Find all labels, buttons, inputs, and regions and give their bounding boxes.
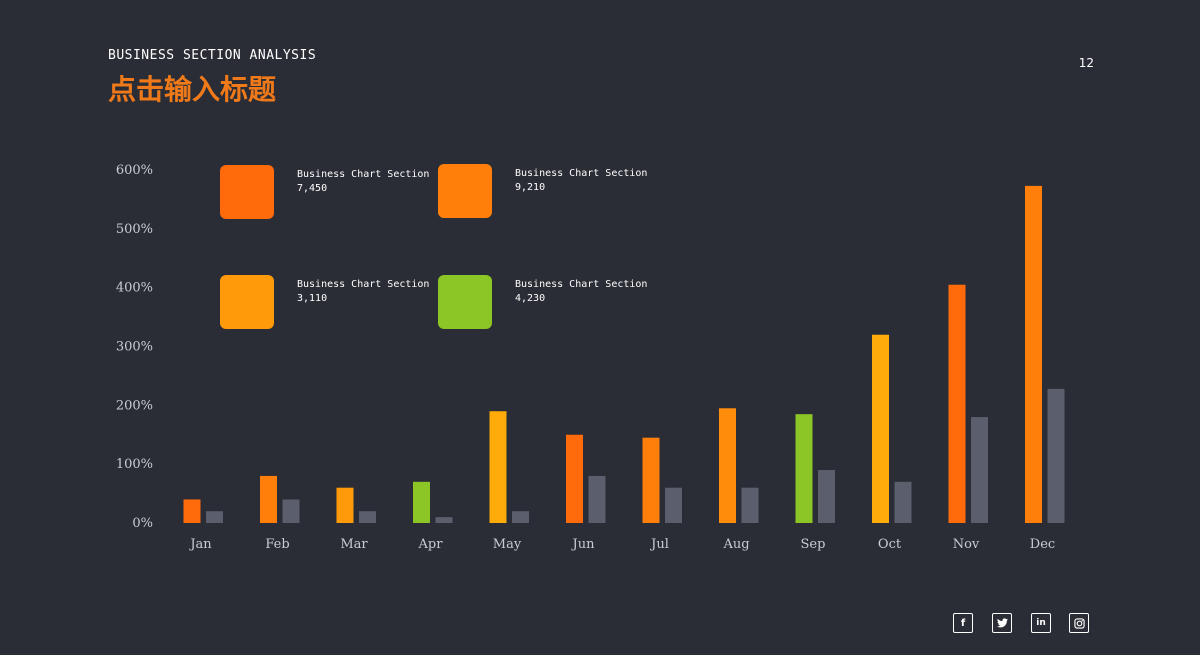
x-tick-label: Mar [340, 537, 368, 552]
bar-secondary-apr [435, 517, 453, 523]
legend-label-3: Business Chart Section [297, 279, 430, 290]
legend-swatch-1 [220, 165, 274, 219]
bar-secondary-aug [741, 487, 759, 523]
x-tick-label: Nov [953, 537, 980, 552]
bar-primary-aug [719, 408, 736, 523]
bar-secondary-nov [971, 417, 988, 523]
x-tick-label: Oct [878, 537, 902, 552]
y-tick-label: 300% [116, 340, 153, 355]
legend-swatch-2 [438, 164, 492, 218]
y-tick-label: 600% [116, 163, 153, 178]
bar-secondary-feb [282, 499, 300, 523]
bar-primary-dec [1025, 185, 1042, 523]
page-title: 点击输入标题 [108, 73, 277, 106]
bar-primary-jan [183, 499, 201, 523]
linkedin-icon[interactable]: in [1031, 613, 1051, 633]
bar-primary-feb [260, 475, 277, 523]
bar-secondary-dec [1047, 388, 1065, 523]
x-axis: Jan Feb Mar Apr May Jun Jul Aug Sep Oct Nov Dec [188, 537, 1055, 552]
bar-primary-jul [642, 437, 660, 523]
legend-label-1: Business Chart Section [297, 169, 430, 180]
x-tick-label: Aug [722, 537, 749, 552]
legend-item-1: Business Chart Section 7,450 [220, 165, 460, 225]
bar-secondary-oct [894, 481, 912, 523]
x-tick-label: Jan [188, 537, 212, 552]
x-tick-label: Feb [265, 537, 289, 552]
bar-primary-sep [795, 414, 813, 523]
bars-group [183, 185, 1065, 523]
bar-secondary-sep [818, 470, 835, 523]
bar-primary-apr [413, 481, 430, 523]
legend-label-4: Business Chart Section [515, 279, 648, 290]
section-subtitle: BUSINESS SECTION ANALYSIS [108, 48, 317, 63]
instagram-icon[interactable]: ig [1069, 613, 1089, 633]
x-tick-label: Jun [571, 537, 596, 552]
legend-value-2: 9,210 [515, 182, 546, 193]
legend-swatch-4 [438, 275, 492, 329]
legend-item-4: Business Chart Section 4,230 [438, 275, 678, 335]
x-tick-label: Jul [649, 537, 669, 552]
bar-secondary-may [512, 511, 529, 523]
y-axis: 0% 100% 200% 300% 400% 500% 600% [116, 163, 153, 531]
y-tick-label: 400% [116, 281, 153, 296]
bar-primary-jun [566, 434, 583, 523]
facebook-icon[interactable]: f [953, 613, 973, 633]
x-tick-label: Apr [418, 537, 444, 552]
legend-value-4: 4,230 [515, 293, 546, 304]
facebook-glyph: f [960, 617, 966, 629]
linkedin-glyph: in [1036, 618, 1046, 628]
page-number: 12 [1078, 56, 1094, 70]
y-tick-label: 0% [132, 516, 153, 531]
bar-secondary-jun [588, 475, 606, 523]
bar-secondary-jan [206, 511, 223, 523]
x-tick-label: Sep [801, 537, 826, 552]
y-tick-label: 500% [116, 222, 153, 237]
y-tick-label: 100% [116, 457, 153, 472]
legend-value-1: 7,450 [297, 183, 328, 194]
x-tick-label: Dec [1030, 537, 1055, 552]
bar-primary-may [489, 411, 507, 523]
instagram-camera-icon [1073, 617, 1085, 629]
twitter-bird-icon [996, 618, 1008, 628]
bar-primary-mar [336, 487, 354, 523]
twitter-icon[interactable]: t [992, 613, 1012, 633]
bar-primary-oct [872, 334, 889, 523]
x-tick-label: May [493, 537, 522, 552]
y-tick-label: 200% [116, 398, 153, 413]
legend-value-3: 3,110 [297, 293, 328, 304]
bar-secondary-mar [359, 511, 376, 523]
bar-primary-nov [948, 284, 966, 523]
legend-item-3: Business Chart Section 3,110 [220, 275, 460, 335]
legend-swatch-3 [220, 275, 274, 329]
legend-label-2: Business Chart Section [515, 168, 648, 179]
legend-item-2: Business Chart Section 9,210 [438, 164, 678, 224]
bar-secondary-jul [665, 487, 682, 523]
